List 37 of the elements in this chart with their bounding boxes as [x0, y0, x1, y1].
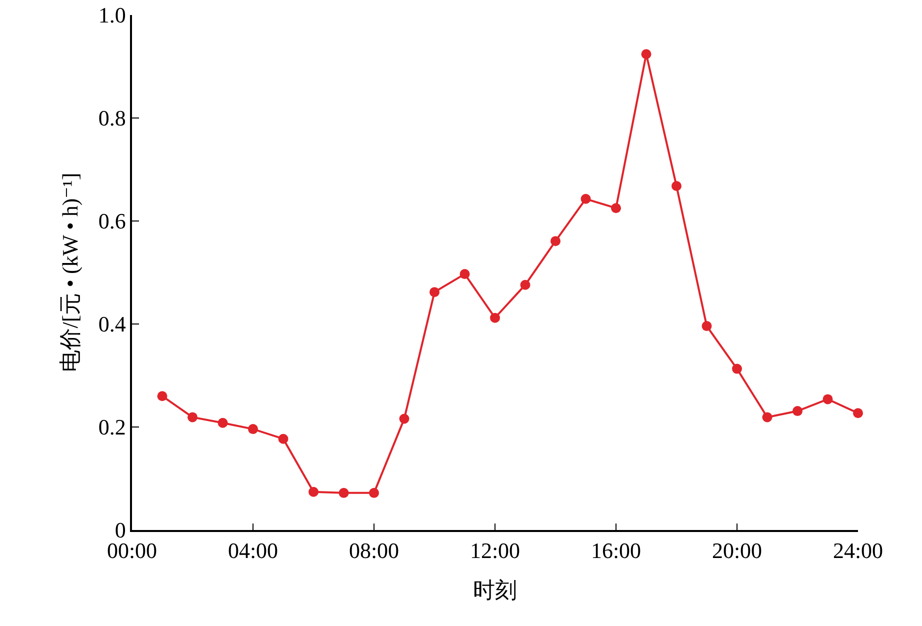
- x-tick-label: 24:00: [832, 538, 884, 564]
- y-axis-title: 电价/[元 • (kW • h)⁻¹]: [58, 172, 83, 372]
- point: [702, 321, 712, 332]
- point: [641, 49, 652, 60]
- x-tick-label: 12:00: [470, 538, 520, 564]
- x-axis-title: 时刻: [473, 578, 517, 603]
- point: [520, 280, 530, 290]
- point: [157, 391, 168, 402]
- point: [188, 412, 198, 422]
- y-tick-label: 0.8: [98, 106, 126, 131]
- point: [792, 406, 802, 416]
- point: [430, 287, 440, 298]
- point: [460, 269, 470, 280]
- point: [580, 194, 591, 204]
- point: [822, 394, 833, 404]
- point: [762, 412, 772, 422]
- point: [490, 312, 500, 323]
- point: [278, 434, 288, 444]
- point: [611, 203, 621, 214]
- point: [853, 408, 863, 418]
- y-tick-label: 1.0: [98, 2, 126, 28]
- point: [308, 486, 318, 497]
- point: [369, 488, 379, 498]
- point: [338, 488, 349, 498]
- y-tick-label: 0.2: [98, 414, 126, 440]
- x-tick-label: 08:00: [348, 538, 400, 564]
- x-tick-label: 04:00: [228, 538, 278, 564]
- x-tick-label: 16:00: [590, 538, 642, 564]
- point: [732, 364, 742, 374]
- y-tick-label: 0.4: [98, 312, 126, 337]
- point: [672, 180, 682, 191]
- point: [248, 424, 258, 434]
- x-tick-label: 20:00: [712, 538, 762, 564]
- point: [550, 236, 560, 246]
- point: [399, 414, 410, 424]
- y-tick-label: 0.6: [98, 208, 126, 234]
- point: [218, 418, 228, 428]
